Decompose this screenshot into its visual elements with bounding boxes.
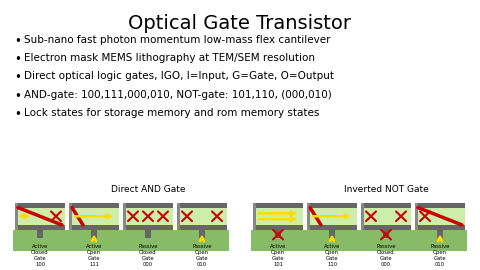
Text: Active
Open
Gate
110: Active Open Gate 110	[324, 244, 340, 267]
Text: Lock states for storage memory and rom memory states: Lock states for storage memory and rom m…	[24, 108, 319, 118]
Text: Passive
Closed
Gate
000: Passive Closed Gate 000	[138, 244, 158, 267]
Bar	[253, 203, 256, 230]
Bar	[415, 203, 465, 208]
Bar	[361, 203, 411, 230]
Bar	[37, 225, 43, 238]
Text: Active
Open
Gate
111: Active Open Gate 111	[86, 244, 102, 267]
Bar	[253, 203, 303, 230]
Bar	[123, 203, 173, 230]
Bar	[199, 225, 205, 238]
Bar	[361, 225, 411, 230]
Bar	[383, 225, 389, 238]
Text: Passive
Open
Gate
010: Passive Open Gate 010	[430, 244, 450, 267]
Text: •: •	[14, 72, 21, 85]
Bar	[361, 203, 411, 208]
Bar	[307, 203, 357, 230]
Bar	[253, 203, 303, 208]
Bar	[307, 203, 357, 208]
Bar	[415, 225, 465, 230]
Bar	[15, 203, 65, 230]
Text: Inverted NOT Gate: Inverted NOT Gate	[344, 185, 428, 194]
Bar	[329, 225, 335, 238]
Text: Direct optical logic gates, IGO, I=Input, G=Gate, O=Output: Direct optical logic gates, IGO, I=Input…	[24, 72, 334, 82]
Bar	[69, 203, 72, 230]
Bar	[123, 203, 126, 230]
Bar	[415, 203, 418, 230]
Text: Optical Gate Transistor: Optical Gate Transistor	[129, 14, 351, 32]
Bar	[253, 225, 303, 230]
Bar	[69, 225, 119, 230]
Bar	[177, 225, 227, 230]
Bar	[177, 203, 227, 208]
Text: Active
Open
Gate
101: Active Open Gate 101	[270, 244, 286, 267]
Text: Passive
Closed
Gate
000: Passive Closed Gate 000	[376, 244, 396, 267]
Bar	[251, 230, 467, 251]
Bar	[69, 203, 119, 230]
Bar	[307, 225, 357, 230]
Bar	[275, 225, 281, 238]
Bar	[307, 203, 310, 230]
Bar	[13, 230, 229, 251]
Text: Passive
Open
Gate
010: Passive Open Gate 010	[192, 244, 212, 267]
Bar	[15, 225, 65, 230]
Bar	[15, 203, 18, 230]
Bar	[123, 225, 173, 230]
Text: Sub-nano fast photon momentum low-mass flex cantilever: Sub-nano fast photon momentum low-mass f…	[24, 35, 331, 45]
Bar	[91, 225, 97, 238]
Bar	[437, 225, 443, 238]
Bar	[15, 203, 65, 208]
Text: •: •	[14, 35, 21, 48]
Bar	[177, 203, 180, 230]
Text: •: •	[14, 90, 21, 103]
Bar	[69, 203, 119, 208]
Text: Active
Closed
Gate
100: Active Closed Gate 100	[31, 244, 49, 267]
Text: •: •	[14, 108, 21, 121]
Text: Direct AND Gate: Direct AND Gate	[111, 185, 185, 194]
Text: Electron mask MEMS lithography at TEM/SEM resolution: Electron mask MEMS lithography at TEM/SE…	[24, 53, 315, 63]
Bar	[123, 203, 173, 208]
Text: AND-gate: 100,111,000,010, NOT-gate: 101,110, (000,010): AND-gate: 100,111,000,010, NOT-gate: 101…	[24, 90, 332, 100]
Bar	[145, 225, 151, 238]
Bar	[415, 203, 465, 230]
Bar	[177, 203, 227, 230]
Text: •: •	[14, 53, 21, 66]
Bar	[361, 203, 364, 230]
